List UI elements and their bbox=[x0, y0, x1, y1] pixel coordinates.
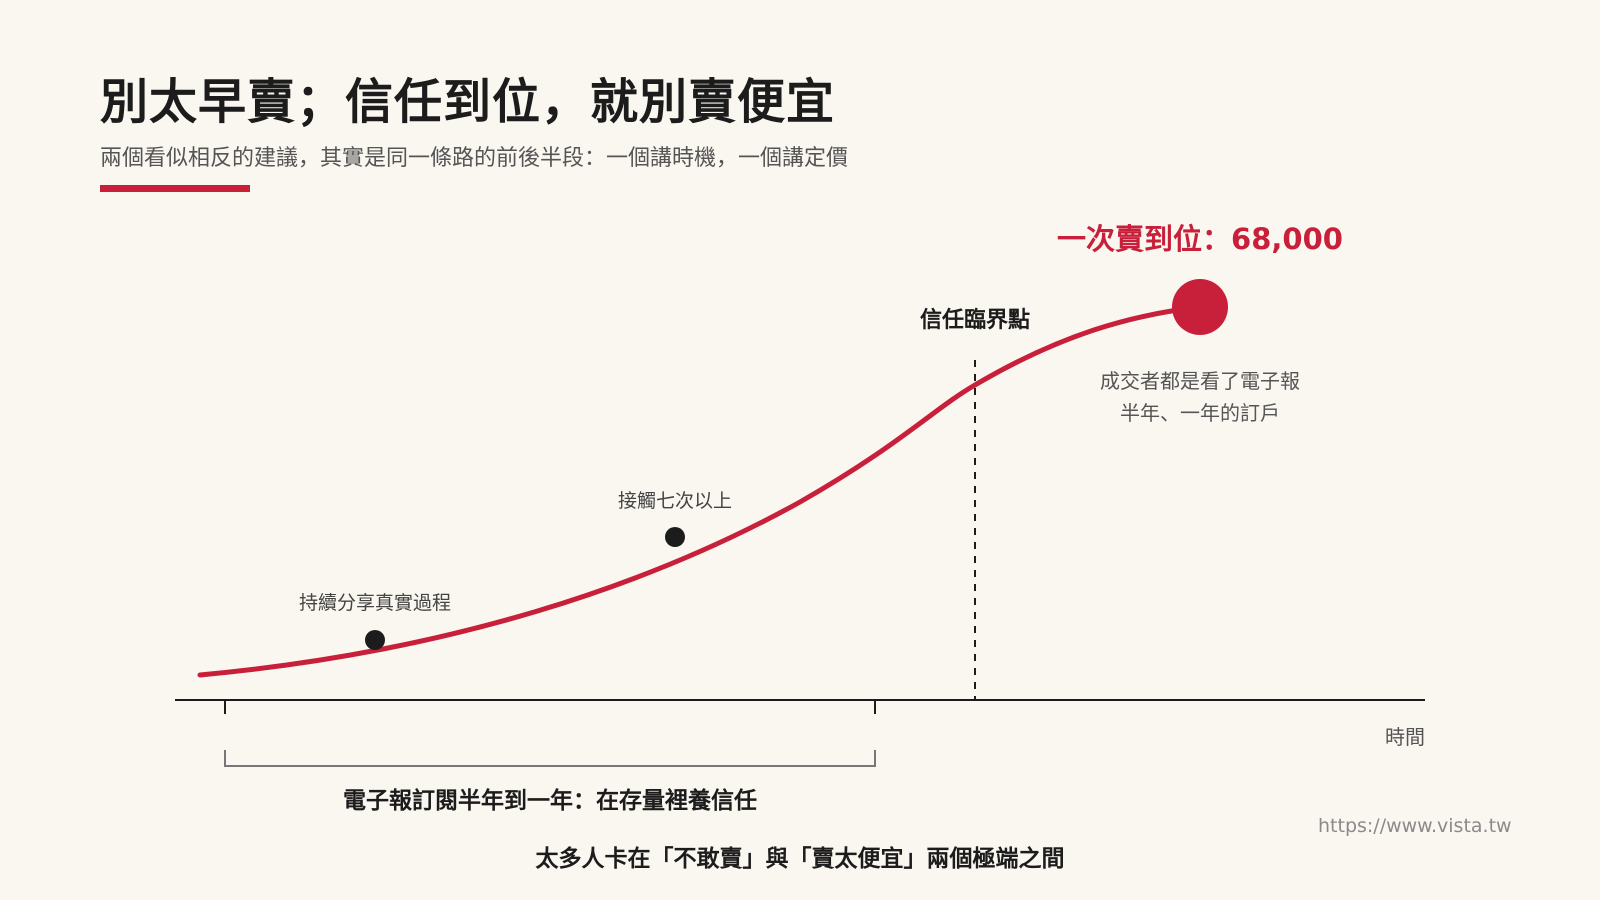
title-accent-bar bbox=[100, 185, 250, 192]
peak-marker bbox=[1172, 279, 1228, 335]
threshold-label: 信任臨界點 bbox=[920, 307, 1030, 333]
milestone-marker-1 bbox=[365, 630, 385, 650]
x-axis-label: 時間 bbox=[1385, 725, 1425, 749]
peak-note-line-2: 半年、一年的訂戶 bbox=[1120, 401, 1280, 425]
milestone-label-2: 接觸七次以上 bbox=[618, 490, 732, 512]
page-subtitle: 兩個看似相反的建議，其實是同一條路的前後半段：一個講時機，一個講定價 bbox=[100, 146, 849, 171]
footer-caption: 太多人卡在「不敢賣」與「賣太便宜」兩個極端之間 bbox=[536, 845, 1065, 872]
source-watermark: https://www.vista.tw bbox=[1318, 815, 1512, 837]
milestone-label-1: 持續分享真實過程 bbox=[299, 592, 451, 614]
bracket-label: 電子報訂閱半年到一年：在存量裡養信任 bbox=[343, 787, 757, 814]
page-title: 別太早賣；信任到位，就別賣便宜 bbox=[100, 74, 836, 130]
peak-note-line-1: 成交者都是看了電子報 bbox=[1100, 369, 1300, 393]
milestone-marker-2 bbox=[665, 527, 685, 547]
subscription-period-bracket bbox=[224, 750, 876, 767]
trust-growth-curve bbox=[197, 304, 1203, 678]
peak-label: 一次賣到位：68,000 bbox=[1057, 222, 1343, 256]
